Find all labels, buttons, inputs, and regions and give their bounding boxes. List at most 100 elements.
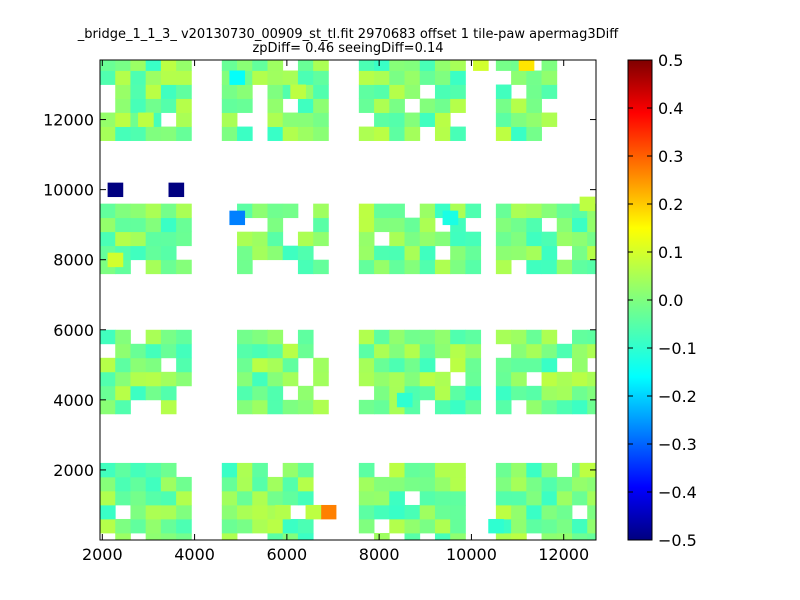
heatmap-cell (434, 462, 451, 478)
heatmap-cell (419, 343, 436, 359)
heatmap-cell (145, 385, 162, 401)
heatmap-cell (495, 60, 512, 71)
heatmap-cell (100, 217, 116, 233)
heatmap-cell (160, 245, 177, 261)
heatmap-cell (282, 70, 299, 85)
heatmap-cell (541, 112, 558, 127)
heatmap-cell (267, 231, 284, 247)
heatmap-cell (115, 203, 131, 219)
heatmap-cell (267, 371, 284, 387)
heatmap-cell (419, 329, 436, 345)
heatmap-cell (237, 462, 253, 478)
heatmap-cell (419, 245, 436, 261)
heatmap-cell (495, 399, 512, 415)
heatmap-cell (572, 371, 588, 387)
heatmap-cell (511, 231, 527, 247)
heatmap-cell (541, 357, 558, 373)
heatmap-cell (434, 231, 451, 247)
heatmap-cell (358, 98, 375, 113)
heatmap-cell (100, 490, 116, 506)
heatmap-cell (465, 329, 482, 345)
heatmap-cell (526, 112, 542, 127)
heatmap-cell (267, 217, 284, 233)
heatmap-cell (237, 357, 253, 373)
heatmap-cell (313, 357, 329, 373)
colorbar-tick-label: −0.4 (658, 483, 697, 502)
heatmap-cell (221, 476, 238, 492)
heatmap-cell (145, 462, 162, 478)
heatmap-cell (358, 203, 375, 219)
heatmap-cell (282, 490, 299, 506)
heatmap-cell (252, 462, 268, 478)
heatmap-cell (419, 231, 436, 247)
heatmap-cell (130, 60, 147, 71)
heatmap-cell (176, 231, 192, 247)
heatmap-cell (404, 518, 421, 534)
heatmap-cell (495, 98, 512, 113)
heatmap-cell (130, 203, 147, 219)
heatmap-cell (160, 371, 177, 387)
heatmap-cell (587, 371, 597, 387)
heatmap-cell (389, 357, 405, 373)
heatmap-cell (495, 532, 512, 541)
heatmap-cell (237, 343, 253, 359)
heatmap-cell (450, 343, 466, 359)
heatmap-cell (526, 217, 542, 233)
heatmap-cell (572, 532, 588, 541)
heatmap-cell (160, 476, 177, 492)
heatmap-cell (297, 98, 314, 113)
chart-subtitle: zpDiff= 0.46 seeingDiff=0.14 (252, 41, 443, 56)
heatmap-cell (572, 217, 588, 233)
heatmap-cell (115, 532, 131, 541)
heatmap-cell (419, 385, 436, 401)
heatmap-cell (587, 329, 597, 345)
heatmap-cell (419, 60, 436, 71)
heatmap-cell (389, 490, 405, 506)
heatmap-cell (252, 518, 268, 534)
heatmap-cell (358, 371, 375, 387)
heatmap-cell (358, 357, 375, 373)
heatmap-cell (374, 112, 390, 127)
heatmap-cell (130, 70, 147, 85)
heatmap-cell (176, 504, 192, 520)
heatmap-cell (511, 217, 527, 233)
heatmap-cell (404, 217, 421, 233)
heatmap-cell (526, 343, 542, 359)
heatmap-cell (267, 112, 284, 127)
heatmap-cell (389, 476, 405, 492)
heatmap-cell (297, 532, 314, 541)
colorbar-tick-label: 0.1 (658, 243, 683, 262)
heatmap-cell (237, 329, 253, 345)
heatmap-cell-outlier (518, 60, 535, 71)
heatmap-cell (282, 112, 299, 127)
heatmap-cell (404, 70, 421, 85)
x-tick-label: 12000 (538, 545, 589, 564)
heatmap-cell (419, 518, 436, 534)
heatmap-cell (404, 112, 421, 127)
heatmap-cell (267, 343, 284, 359)
heatmap-cell (556, 371, 573, 387)
heatmap-cell (145, 329, 162, 345)
heatmap-cell (282, 126, 299, 141)
heatmap-cell (389, 329, 405, 345)
heatmap-cell (176, 518, 192, 534)
heatmap-cell (404, 343, 421, 359)
heatmap-cell (130, 518, 147, 534)
heatmap-cell (556, 490, 573, 506)
heatmap-cell (267, 329, 284, 345)
heatmap-cell (252, 504, 268, 520)
heatmap-cell (587, 476, 597, 492)
heatmap-cell (450, 385, 466, 401)
heatmap-cell (145, 490, 162, 506)
heatmap-cell (374, 371, 390, 387)
heatmap-cell (145, 518, 162, 534)
y-tick-label: 8000 (53, 251, 94, 270)
heatmap-cell (450, 126, 466, 141)
heatmap-cell (374, 476, 390, 492)
heatmap-cell (511, 343, 527, 359)
heatmap-cell (572, 329, 588, 345)
heatmap-cell (526, 126, 542, 141)
heatmap-cell (115, 399, 131, 415)
heatmap-cell (100, 504, 116, 520)
heatmap-cell (465, 343, 482, 359)
